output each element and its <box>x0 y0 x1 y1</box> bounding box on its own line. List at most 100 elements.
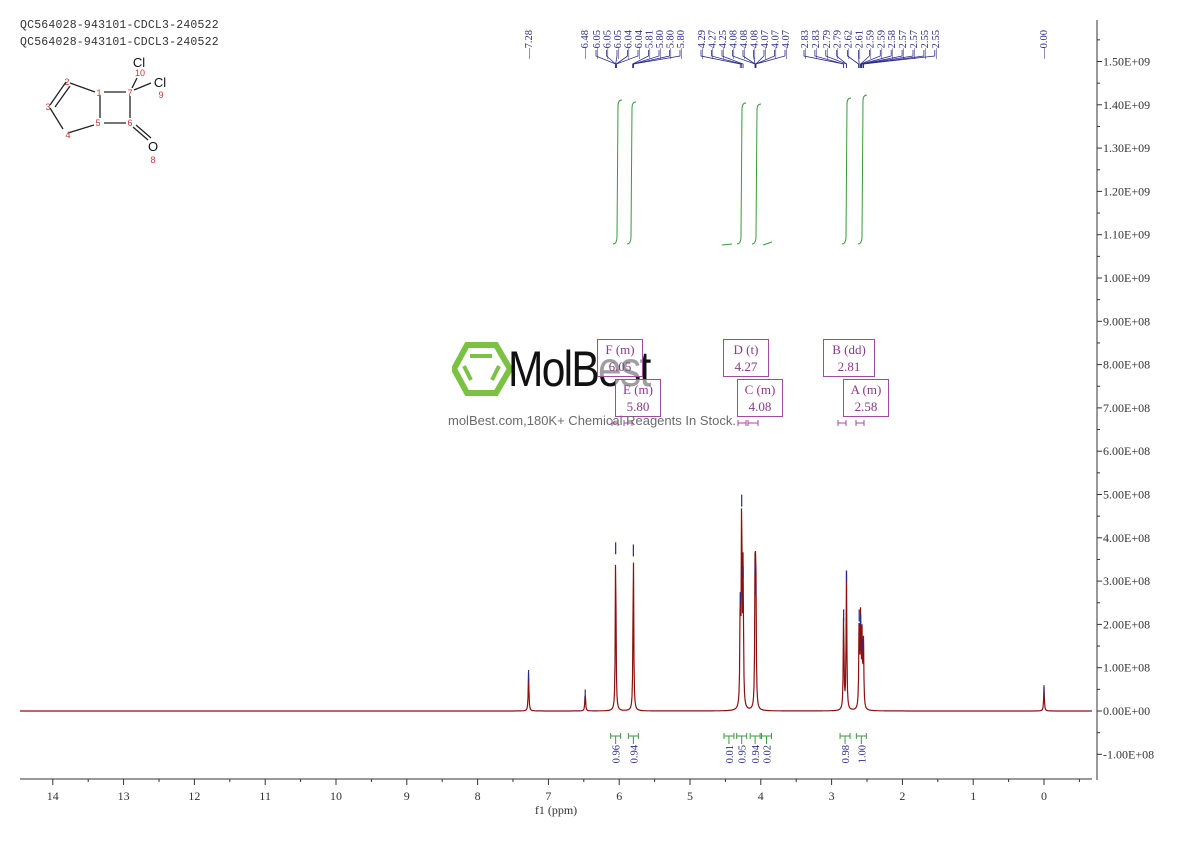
peak-label: —4.07 <box>771 30 782 60</box>
multiplet-C-shift: 4.08 <box>748 399 772 414</box>
x-tick-label: 7 <box>545 789 551 803</box>
integral-bracket <box>723 733 735 744</box>
peak-label: —2.62 <box>844 30 855 60</box>
multiplet-B-shift: 2.81 <box>837 359 861 374</box>
x-tick-label: 3 <box>829 789 835 803</box>
chlorine-label-9: Cl <box>154 75 166 90</box>
y-tick-label: 1.40E+09 <box>1103 98 1150 112</box>
integral-value: 1.00 <box>857 745 868 763</box>
y-tick-label: 1.20E+09 <box>1103 184 1150 198</box>
peak-label-connector <box>721 50 744 68</box>
peak-label: —2.79 <box>822 30 833 60</box>
peak-label: —4.25 <box>718 30 729 60</box>
multiplet-E-label: E (m) <box>623 382 653 397</box>
atom-label-1: 1 <box>96 88 101 98</box>
multiplet-D-shift: 4.27 <box>734 359 758 374</box>
integral-value: 0.01 <box>725 745 736 763</box>
y-tick-label: 5.00E+08 <box>1103 488 1150 502</box>
peak-label: —7.28 <box>524 30 535 60</box>
integral-value: 0.02 <box>762 745 773 763</box>
peak-label-connector <box>836 50 847 68</box>
peak-label-connector <box>632 50 681 68</box>
peak-label-connector <box>814 50 845 68</box>
integral-value: 0.94 <box>629 744 640 763</box>
peak-label-connector <box>615 50 618 68</box>
y-tick-label: 3.00E+08 <box>1103 574 1150 588</box>
y-tick-label: 1.00E+09 <box>1103 271 1150 285</box>
y-tick-label: 7.00E+08 <box>1103 401 1150 415</box>
atom-label-6: 6 <box>127 118 132 128</box>
multiplet-box-B: B (dd) 2.81 <box>823 339 875 377</box>
x-tick-label: 0 <box>1041 789 1047 803</box>
x-tick-label: 1 <box>970 789 976 803</box>
peak-label: —6.05 <box>592 30 603 60</box>
atom-label-3: 3 <box>45 102 50 112</box>
peak-label: —2.57 <box>898 30 909 60</box>
integral-bracket <box>627 733 639 744</box>
peak-label: —5.80 <box>676 30 687 60</box>
x-tick-label: 4 <box>758 789 764 803</box>
integral-bracket <box>855 733 867 744</box>
peak-label: —6.05 <box>613 30 624 60</box>
peak-label-connector <box>753 50 756 68</box>
peak-label: —2.58 <box>887 30 898 60</box>
atom-label-8: 8 <box>150 155 155 165</box>
y-tick-label: 8.00E+08 <box>1103 358 1150 372</box>
peak-label: —0.00 <box>1039 30 1050 60</box>
spectrum-trace <box>20 508 1092 712</box>
peak-label-connector <box>755 50 786 68</box>
integral-value: 0.94 <box>751 744 762 763</box>
peak-label-connector <box>615 50 639 68</box>
peak-label: —2.83 <box>800 30 811 60</box>
integral-value: 0.95 <box>738 745 749 763</box>
x-tick-label: 9 <box>404 789 410 803</box>
molbest-logo-icon <box>452 342 512 396</box>
x-tick-label: 2 <box>899 789 905 803</box>
peak-label: —4.29 <box>697 30 708 60</box>
peak-label: —6.48 <box>580 30 591 60</box>
atom-label-9: 9 <box>158 90 163 100</box>
multiplet-C-label: C (m) <box>744 382 776 397</box>
y-tick-label: 4.00E+08 <box>1103 531 1150 545</box>
y-tick-label: 2.00E+08 <box>1103 617 1150 631</box>
atom-label-2: 2 <box>64 77 69 87</box>
x-tick-label: 12 <box>188 789 200 803</box>
multiplet-F-label: F (m) <box>605 342 635 357</box>
x-tick-label: 14 <box>47 789 59 803</box>
atom-label-4: 4 <box>65 130 70 140</box>
integral-curve <box>721 243 733 246</box>
y-tick-label: 1.50E+09 <box>1103 55 1150 69</box>
watermark-tagline: molBest.com,180K+ Chemical Reagents In S… <box>448 413 736 428</box>
multiplet-A-label: A (m) <box>850 382 882 397</box>
peak-label: —2.55 <box>920 30 931 60</box>
multiplet-A-shift: 2.58 <box>854 399 878 414</box>
chlorine-label-10: Cl <box>133 55 145 70</box>
peak-label: —4.08 <box>750 30 761 60</box>
peak-label: —6.05 <box>603 30 614 60</box>
integral-curve <box>751 103 762 245</box>
multiplet-range-bar <box>747 420 759 426</box>
x-tick-label: 5 <box>687 789 693 803</box>
integral-bracket <box>839 733 851 744</box>
oxygen-label-8: O <box>148 139 158 154</box>
atom-label-5: 5 <box>95 118 100 128</box>
multiplet-D-label: D (t) <box>733 342 759 357</box>
peak-label-connector <box>858 50 860 68</box>
y-tick-label: -1.00E+08 <box>1103 747 1154 761</box>
peak-label: —4.27 <box>708 30 719 60</box>
integral-curve <box>612 99 623 245</box>
peak-label-connector <box>861 50 914 68</box>
multiplet-range-bar <box>737 420 747 426</box>
peak-label: —2.79 <box>833 30 844 60</box>
peak-label: —5.81 <box>645 30 656 60</box>
peak-label: —6.04 <box>634 29 645 60</box>
peak-label: —6.04 <box>624 29 635 60</box>
integral-curve <box>626 101 637 245</box>
peak-label: —4.08 <box>739 30 750 60</box>
integral-curve <box>762 241 773 246</box>
sample-id-line-1: QC564028-943101-CDCL3-240522 <box>20 19 219 32</box>
multiplet-box-E: E (m) 5.80 <box>615 379 661 417</box>
peak-label: —2.59 <box>876 30 887 60</box>
integral-bracket <box>610 733 622 744</box>
